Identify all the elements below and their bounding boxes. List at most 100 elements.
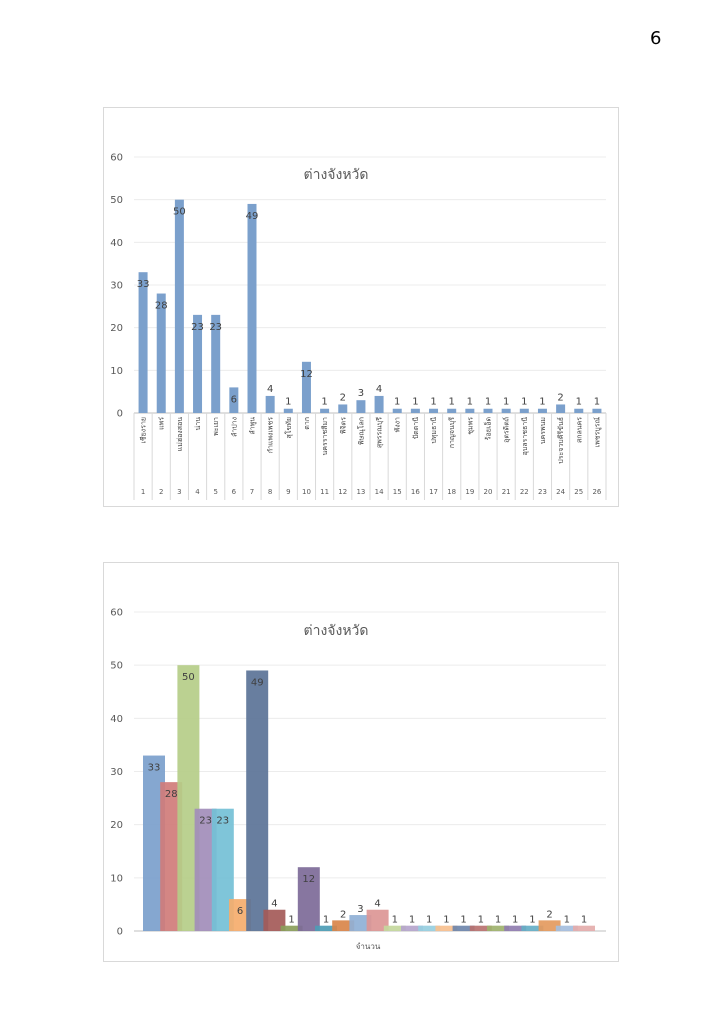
bar xyxy=(315,925,337,931)
data-label: 1 xyxy=(430,397,436,408)
y-tick-label: 30 xyxy=(110,281,123,292)
bar xyxy=(521,925,544,931)
bar xyxy=(483,408,493,413)
data-label: 33 xyxy=(137,279,150,290)
bar xyxy=(452,925,475,931)
y-tick-label: 0 xyxy=(117,927,123,938)
y-tick-label: 10 xyxy=(110,873,123,884)
y-tick-label: 20 xyxy=(110,323,123,334)
bar xyxy=(297,867,320,931)
bar xyxy=(177,665,200,931)
y-tick-label: 50 xyxy=(110,661,123,672)
bar-chart-provinces: ต่างจังหวัด 0 10 20 30 40 50 60 33 เชียงราย 1 28 แพ… xyxy=(103,107,619,507)
bar xyxy=(194,808,217,931)
data-label: 4 xyxy=(376,384,382,395)
category-index-label: 2 xyxy=(159,488,163,496)
data-label: 1 xyxy=(394,397,400,408)
category-index-label: 3 xyxy=(177,488,181,496)
y-tick-label: 40 xyxy=(110,238,123,249)
data-label: 1 xyxy=(576,397,582,408)
category-label: ร้อยเอ็ด xyxy=(484,417,493,440)
data-label: 1 xyxy=(503,397,509,408)
category-label: ปัตตานี xyxy=(412,417,420,439)
bar xyxy=(392,408,402,413)
category-index-label: 4 xyxy=(195,488,200,496)
x-axis-label: จำนวน xyxy=(356,942,381,951)
bar xyxy=(301,361,311,413)
category-index-label: 1 xyxy=(141,488,145,496)
y-tick-label: 0 xyxy=(117,409,123,420)
data-label: 4 xyxy=(271,899,277,910)
data-label: 4 xyxy=(267,384,273,395)
data-label: 1 xyxy=(449,397,455,408)
data-label: 1 xyxy=(529,915,535,926)
bar xyxy=(519,408,529,413)
bar xyxy=(401,925,423,931)
bar xyxy=(366,909,389,931)
category-index-label: 20 xyxy=(484,488,493,496)
data-label: 1 xyxy=(478,915,484,926)
category-index-label: 12 xyxy=(338,488,347,496)
data-label: 3 xyxy=(358,388,364,399)
data-label: 2 xyxy=(546,909,552,920)
data-label: 4 xyxy=(374,899,380,910)
category-label: ลำพูน xyxy=(249,417,257,435)
bar xyxy=(211,808,234,931)
category-index-label: 17 xyxy=(429,488,438,496)
y-tick-label: 40 xyxy=(110,714,123,725)
data-label: 49 xyxy=(246,211,259,222)
page-number: 6 xyxy=(650,28,662,49)
bar xyxy=(429,408,439,413)
bar xyxy=(465,408,475,413)
data-label: 1 xyxy=(323,915,329,926)
chart-title: ต่างจังหวัด xyxy=(303,623,368,639)
data-label: 1 xyxy=(564,915,570,926)
bar xyxy=(160,782,183,931)
data-label: 23 xyxy=(199,816,212,827)
bar xyxy=(246,670,269,931)
y-tick-label: 30 xyxy=(110,767,123,778)
category-label: แพร่ xyxy=(158,417,166,430)
category-label: นครพนม xyxy=(539,417,547,444)
category-label: พะเยา xyxy=(212,417,220,436)
data-label: 6 xyxy=(237,906,243,917)
category-index-label: 13 xyxy=(356,488,365,496)
data-label: 3 xyxy=(357,904,363,915)
data-label: 28 xyxy=(165,789,178,800)
bar xyxy=(349,915,372,931)
data-label: 1 xyxy=(460,915,466,926)
bar xyxy=(247,203,257,413)
category-index-label: 16 xyxy=(411,488,420,496)
data-label: 50 xyxy=(182,672,195,683)
category-label: พิจิตร xyxy=(339,417,347,434)
data-label: 23 xyxy=(209,322,222,333)
category-index-label: 5 xyxy=(213,488,217,496)
category-index-label: 10 xyxy=(302,488,311,496)
y-tick-label: 20 xyxy=(110,820,123,831)
bar xyxy=(263,909,286,931)
data-label: 23 xyxy=(191,322,204,333)
data-label: 2 xyxy=(340,909,346,920)
category-index-label: 6 xyxy=(232,488,237,496)
bar xyxy=(469,925,492,931)
category-label: อุบลราชธานี xyxy=(521,417,529,456)
category-label: เชียงราย xyxy=(140,417,148,443)
bar xyxy=(504,925,527,931)
bar xyxy=(280,925,303,931)
data-label: 1 xyxy=(594,397,600,408)
category-index-label: 25 xyxy=(574,488,583,496)
data-label: 12 xyxy=(300,369,313,380)
bar xyxy=(383,925,406,931)
category-label: นครราชสีมา xyxy=(321,417,329,456)
data-label: 12 xyxy=(302,874,315,885)
data-label: 1 xyxy=(321,397,327,408)
data-label: 1 xyxy=(409,915,415,926)
bar xyxy=(556,404,566,413)
chart-title: ต่างจังหวัด xyxy=(303,167,368,183)
data-label: 1 xyxy=(412,397,418,408)
category-label: กาญจนบุรี xyxy=(448,417,456,448)
y-tick-label: 50 xyxy=(110,195,123,206)
category-index-label: 24 xyxy=(556,488,565,496)
bar xyxy=(592,408,602,413)
